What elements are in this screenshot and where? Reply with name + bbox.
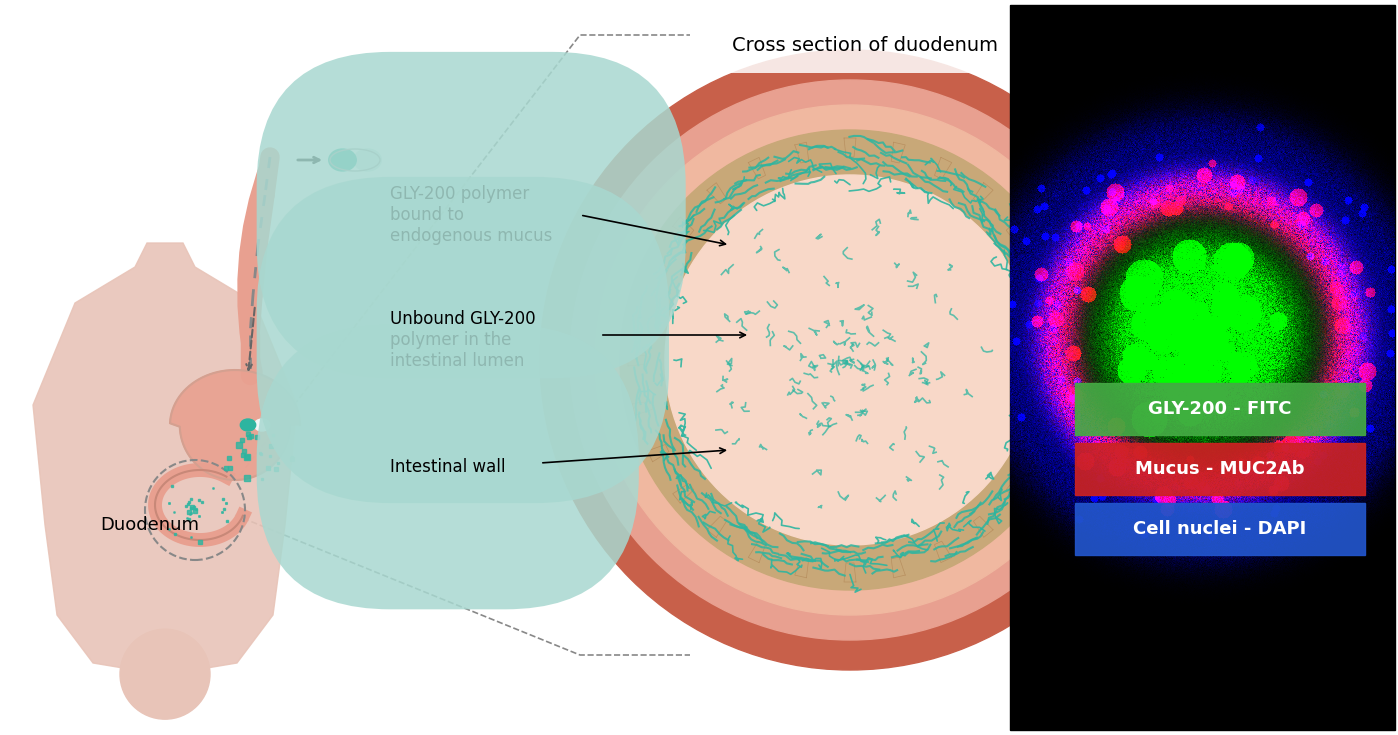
Polygon shape bbox=[844, 563, 856, 582]
Polygon shape bbox=[973, 516, 993, 537]
Polygon shape bbox=[844, 138, 856, 157]
Circle shape bbox=[120, 629, 210, 719]
Polygon shape bbox=[934, 541, 952, 562]
Ellipse shape bbox=[329, 149, 356, 171]
Ellipse shape bbox=[354, 149, 382, 171]
Bar bbox=[1075, 383, 1364, 435]
Text: Cross section of duodenum: Cross section of duodenum bbox=[733, 35, 998, 54]
Circle shape bbox=[596, 105, 1104, 615]
Polygon shape bbox=[794, 143, 808, 163]
Bar bbox=[1075, 443, 1364, 495]
Polygon shape bbox=[34, 243, 296, 675]
Polygon shape bbox=[632, 401, 653, 415]
Polygon shape bbox=[1047, 401, 1068, 415]
Polygon shape bbox=[171, 370, 301, 480]
Polygon shape bbox=[1053, 354, 1072, 366]
Polygon shape bbox=[632, 305, 653, 319]
Polygon shape bbox=[748, 541, 766, 562]
Circle shape bbox=[540, 50, 1160, 670]
Text: Mucus - MUC2Ab: Mucus - MUC2Ab bbox=[1135, 460, 1304, 478]
Ellipse shape bbox=[240, 419, 256, 431]
Circle shape bbox=[570, 80, 1130, 640]
Bar bbox=[1075, 503, 1364, 555]
Ellipse shape bbox=[254, 419, 270, 431]
Polygon shape bbox=[892, 557, 906, 578]
Polygon shape bbox=[1007, 217, 1028, 237]
Polygon shape bbox=[707, 516, 727, 537]
Text: Duodenum: Duodenum bbox=[101, 516, 199, 534]
Polygon shape bbox=[1032, 258, 1053, 276]
Text: Intestinal wall: Intestinal wall bbox=[390, 458, 506, 476]
Circle shape bbox=[665, 175, 1035, 545]
Polygon shape bbox=[1047, 305, 1068, 319]
Polygon shape bbox=[892, 143, 906, 163]
Polygon shape bbox=[628, 354, 647, 366]
Text: GLY-200 polymer
bound to
endogenous mucus: GLY-200 polymer bound to endogenous mucu… bbox=[390, 185, 552, 245]
Polygon shape bbox=[1032, 445, 1053, 462]
Polygon shape bbox=[748, 157, 766, 179]
Polygon shape bbox=[1007, 484, 1028, 503]
Polygon shape bbox=[707, 183, 727, 204]
Text: Cell nuclei - DAPI: Cell nuclei - DAPI bbox=[1134, 520, 1307, 538]
Polygon shape bbox=[672, 484, 693, 503]
Circle shape bbox=[619, 130, 1081, 590]
FancyBboxPatch shape bbox=[692, 22, 1037, 73]
Bar bbox=[1009, 5, 1395, 730]
Polygon shape bbox=[647, 445, 668, 462]
FancyArrowPatch shape bbox=[246, 162, 268, 373]
Polygon shape bbox=[647, 258, 668, 276]
Polygon shape bbox=[672, 217, 693, 237]
Polygon shape bbox=[973, 183, 993, 204]
Polygon shape bbox=[794, 557, 808, 578]
Text: Unbound GLY-200
polymer in the
intestinal lumen: Unbound GLY-200 polymer in the intestina… bbox=[390, 310, 535, 370]
Polygon shape bbox=[934, 157, 952, 179]
Text: GLY-200 - FITC: GLY-200 - FITC bbox=[1148, 400, 1292, 418]
